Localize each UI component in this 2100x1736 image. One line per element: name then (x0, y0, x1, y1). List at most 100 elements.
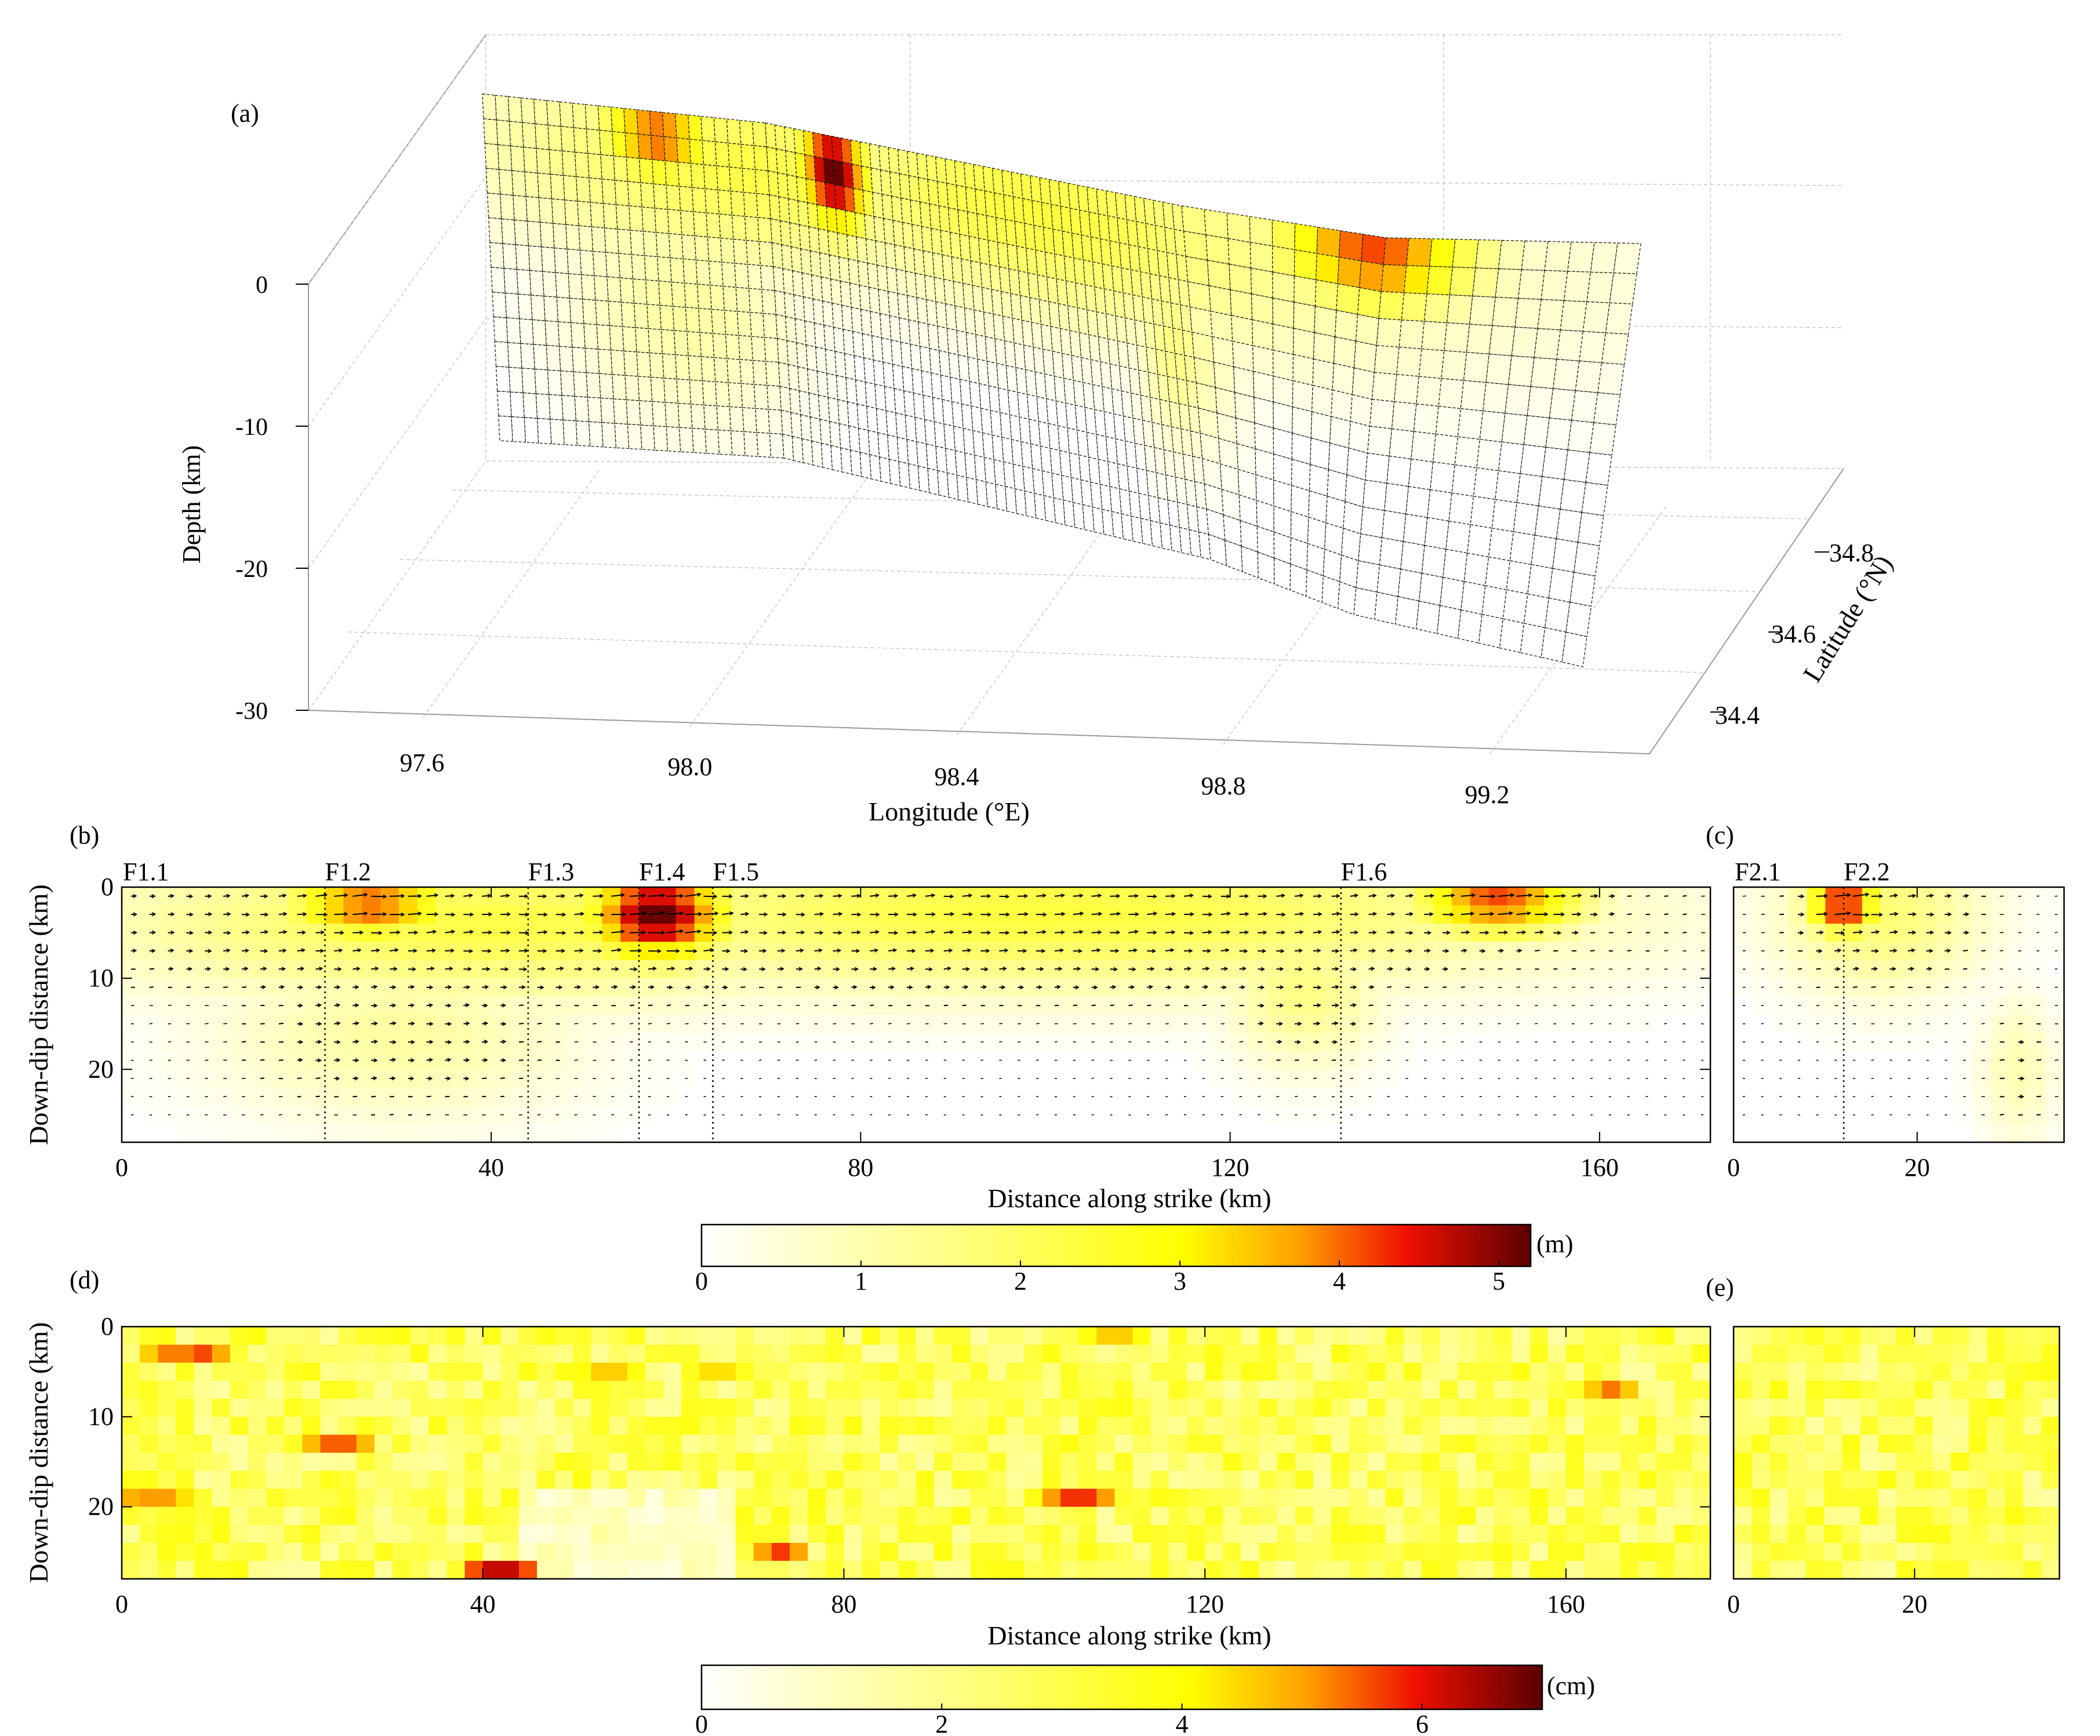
std-cell (771, 1345, 790, 1363)
std-cell (862, 1399, 881, 1417)
std-cell (176, 1327, 195, 1345)
std-cell (699, 1327, 718, 1345)
std-cell (880, 1506, 899, 1526)
fault-surface-cell (1552, 538, 1579, 573)
fault-surface-cell (1077, 429, 1089, 458)
std-cell (446, 1470, 466, 1490)
std-cell (717, 1434, 736, 1454)
rake-arrow (1963, 1023, 1966, 1025)
fault-surface-cell (1374, 345, 1400, 375)
std-cell (880, 1488, 899, 1508)
z-tick-label: -30 (235, 698, 268, 725)
std-cell (555, 1363, 573, 1381)
fault-surface-cell (1292, 354, 1314, 386)
slip-cell (195, 1124, 215, 1143)
std-cell (790, 1488, 808, 1508)
rake-arrow (2055, 932, 2058, 934)
fault-surface-cell (775, 148, 787, 176)
fault-surface-cell (756, 193, 771, 219)
rake-arrow (630, 1004, 634, 1007)
std-cell (898, 1345, 917, 1363)
fault-surface-cell (1353, 340, 1377, 373)
fault-surface-cell (555, 272, 571, 299)
fault-surface-cell (1331, 389, 1353, 422)
std-cell (428, 1327, 447, 1345)
fault-surface-cell (652, 159, 667, 186)
fault-surface-cell (612, 131, 627, 158)
rake-arrow (1890, 1023, 1893, 1025)
rake-arrow (1683, 913, 1687, 916)
fault-surface-cell (561, 150, 577, 177)
std-cell (609, 1488, 628, 1508)
std-cell (410, 1452, 429, 1472)
std-cell (464, 1345, 484, 1363)
std-cell (591, 1506, 610, 1526)
std-cell (464, 1542, 484, 1561)
fault-surface-cell (1250, 267, 1273, 299)
fault-surface-cell (574, 395, 590, 422)
std-cell (591, 1381, 610, 1399)
std-cell (537, 1560, 555, 1579)
fault-surface-cell (824, 348, 837, 376)
std-cell (248, 1560, 267, 1579)
rake-arrow (1761, 913, 1765, 915)
fault-surface-cell (1396, 347, 1422, 377)
std-cell (862, 1363, 881, 1381)
std-cell (428, 1488, 447, 1508)
std-cell (645, 1560, 664, 1579)
fault-surface-cell (498, 415, 513, 442)
rake-arrow (2036, 1114, 2041, 1116)
std-cell (140, 1506, 158, 1526)
fault-surface-cell (757, 217, 773, 244)
std-cell (573, 1381, 592, 1399)
fault-surface-cell (813, 156, 826, 183)
std-cell (645, 1417, 664, 1436)
std-cell (302, 1327, 321, 1345)
std-cell (338, 1434, 357, 1454)
rake-arrow (1258, 1096, 1261, 1098)
fault-surface-cell (546, 100, 561, 127)
fault-surface-cell (1233, 366, 1255, 398)
fault-surface-cell (538, 197, 554, 224)
panel-d-heatmap (122, 1327, 1711, 1579)
fault-surface-cell (1204, 209, 1229, 239)
fault-surface-cell (598, 373, 614, 400)
std-cell (410, 1506, 429, 1526)
fault-surface-cell (1255, 448, 1274, 481)
fault-surface-cell (1292, 380, 1313, 412)
fault-surface-cell (1491, 499, 1517, 532)
fault-surface-cell (531, 295, 546, 321)
std-cell (284, 1399, 303, 1417)
fault-surface-cell (769, 194, 781, 221)
rake-arrow (1258, 1059, 1262, 1061)
fault-surface-cell (1294, 275, 1317, 307)
fault-surface-cell (1436, 605, 1462, 639)
std-cell (302, 1506, 321, 1526)
std-cell (934, 1524, 953, 1543)
std-cell (410, 1542, 429, 1561)
fault-surface-cell (614, 180, 630, 206)
rake-arrow (1797, 1005, 1801, 1007)
rake-arrow (1387, 1041, 1391, 1043)
fault-surface-cell (1569, 572, 1596, 607)
fault-surface-cell (1394, 373, 1420, 405)
std-cell (753, 1560, 772, 1579)
fault-surface-cell (483, 118, 499, 146)
fault-surface-cell (662, 353, 677, 380)
rake-arrow (1701, 1114, 1704, 1116)
fault-surface-cell (1501, 413, 1528, 445)
fault-surface-cell (615, 204, 631, 231)
fault-surface-cell (702, 140, 717, 166)
std-cell (717, 1542, 736, 1561)
fault-surface-cell (739, 119, 754, 146)
fault-surface-cell (1257, 551, 1275, 585)
rake-arrow (1926, 1077, 1929, 1079)
std-cell (338, 1542, 357, 1561)
y-tick-label: 0 (101, 873, 114, 901)
std-cell (519, 1488, 537, 1508)
fault-surface-cell (496, 119, 511, 147)
std-cell (122, 1345, 140, 1363)
std-cell (446, 1506, 466, 1526)
fault-surface-cell (537, 417, 552, 445)
std-cell (356, 1399, 375, 1417)
